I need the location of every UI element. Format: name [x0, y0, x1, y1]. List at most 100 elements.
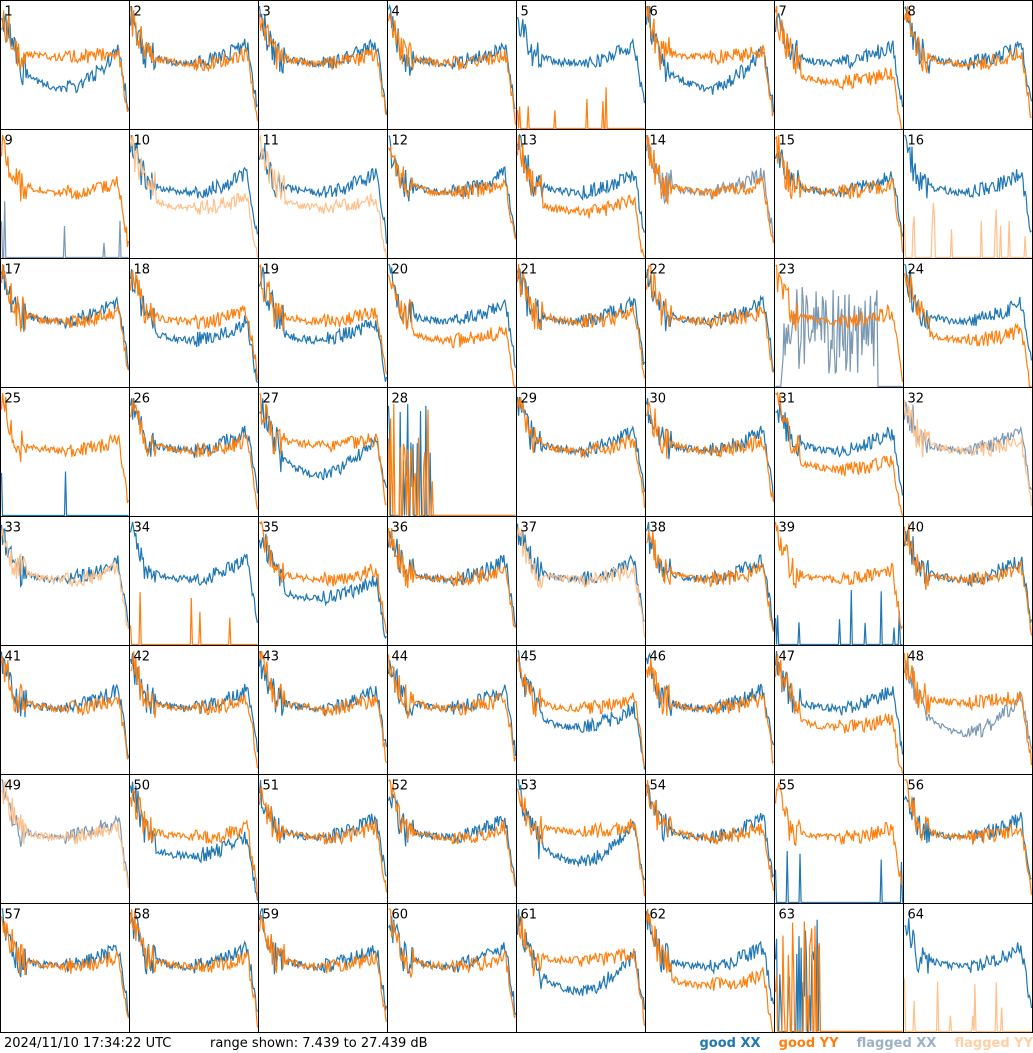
series-xx-55: [774, 850, 904, 904]
series-yy-32: [903, 399, 1033, 507]
series-xx-18: [129, 269, 258, 383]
tile-label: 26: [134, 392, 151, 407]
series-yy-59: [258, 914, 388, 1023]
tile-label: 43: [263, 650, 280, 665]
tile-label: 3: [263, 5, 271, 20]
tile-label: 5: [521, 5, 529, 20]
tile-label: 16: [908, 134, 925, 149]
tile-label: 59: [263, 908, 280, 923]
series-xx-20: [388, 263, 517, 368]
series-yy-12: [387, 145, 517, 240]
tile-frame: [903, 645, 1033, 775]
tile-21: 21: [516, 258, 646, 388]
legend-flagged-xx: flagged XX: [856, 1036, 937, 1051]
series-yy-62: [645, 908, 774, 1033]
tile-50: 50: [129, 774, 259, 904]
tile-35: 35: [258, 516, 388, 646]
tile-31: 31: [774, 387, 904, 517]
tile-label: 10: [134, 134, 151, 149]
tile-frame: [774, 129, 904, 259]
tile-19: 19: [258, 258, 388, 388]
tile-label: 11: [263, 134, 280, 149]
tile-label: 55: [779, 779, 796, 794]
tile-label: 32: [908, 392, 925, 407]
tile-label: 14: [650, 134, 667, 149]
series-yy-1: [0, 10, 129, 112]
series-yy-26: [129, 398, 259, 510]
tile-label: 54: [650, 779, 667, 794]
tile-64: 64: [903, 903, 1033, 1033]
tile-7: 7: [774, 0, 904, 130]
tile-16: 16: [903, 129, 1033, 259]
series-xx-48: [903, 660, 1033, 750]
tile-label: 45: [521, 650, 538, 665]
tile-48: 48: [903, 645, 1033, 775]
tile-label: 41: [5, 650, 22, 665]
tile-26: 26: [129, 387, 259, 517]
legend-flagged-yy: flagged YY: [954, 1036, 1033, 1051]
tile-60: 60: [387, 903, 517, 1033]
series-xx-12: [388, 135, 517, 239]
tile-label: 1: [5, 5, 13, 20]
series-xx-60: [388, 916, 517, 1016]
series-yy-15: [774, 135, 904, 253]
tile-label: 27: [263, 392, 280, 407]
tile-label: 40: [908, 521, 925, 536]
series-yy-31: [775, 391, 904, 516]
tile-52: 52: [387, 774, 517, 904]
tile-36: 36: [387, 516, 517, 646]
series-yy-37: [516, 527, 646, 638]
series-xx-9: [0, 201, 129, 259]
tile-label: 63: [779, 908, 796, 923]
tile-38: 38: [645, 516, 775, 646]
series-yy-8: [903, 5, 1032, 119]
tile-6: 6: [645, 0, 775, 130]
series-yy-56: [904, 779, 1033, 895]
tile-label: 42: [134, 650, 151, 665]
range-text: range shown: 7.439 to 27.439 dB: [210, 1036, 428, 1051]
series-yy-18: [129, 269, 259, 380]
series-yy-51: [258, 786, 388, 893]
tile-label: 60: [392, 908, 409, 923]
tile-frame: [903, 258, 1033, 388]
series-yy-4: [387, 13, 517, 125]
tile-41: 41: [0, 645, 130, 775]
series-yy-34: [129, 591, 258, 646]
tile-61: 61: [516, 903, 646, 1033]
series-yy-17: [0, 263, 130, 371]
tile-label: 44: [392, 650, 409, 665]
series-yy-29: [516, 397, 646, 508]
tile-label: 8: [908, 5, 916, 20]
tile-39: 39: [774, 516, 904, 646]
tile-label: 61: [521, 908, 538, 923]
series-xx-61: [516, 908, 646, 1010]
tile-46: 46: [645, 645, 775, 775]
tile-34: 34: [129, 516, 259, 646]
series-xx-32: [903, 401, 1033, 491]
series-yy-28: [387, 403, 516, 517]
series-xx-38: [645, 521, 775, 631]
tile-label: 13: [521, 134, 538, 149]
legend: good XX good YY flagged XX flagged YY: [685, 1034, 1033, 1053]
series-yy-9: [0, 134, 130, 248]
series-xx-25: [0, 471, 129, 517]
series-yy-40: [903, 523, 1033, 636]
tile-label: 35: [263, 521, 280, 536]
tile-label: 48: [908, 650, 925, 665]
tile-28: 28: [387, 387, 517, 517]
tile-frame: [516, 516, 646, 646]
tile-label: 31: [779, 392, 796, 407]
tile-label: 21: [521, 263, 538, 278]
series-yy-23: [775, 264, 904, 383]
series-yy-24: [903, 273, 1032, 388]
tile-43: 43: [258, 645, 388, 775]
series-yy-38: [645, 530, 775, 632]
series-yy-58: [129, 908, 259, 1028]
series-yy-20: [387, 274, 516, 388]
series-yy-49: [0, 780, 130, 889]
tile-label: 20: [392, 263, 409, 278]
series-xx-10: [129, 134, 259, 235]
tile-label: 52: [392, 779, 409, 794]
series-yy-27: [259, 393, 387, 506]
